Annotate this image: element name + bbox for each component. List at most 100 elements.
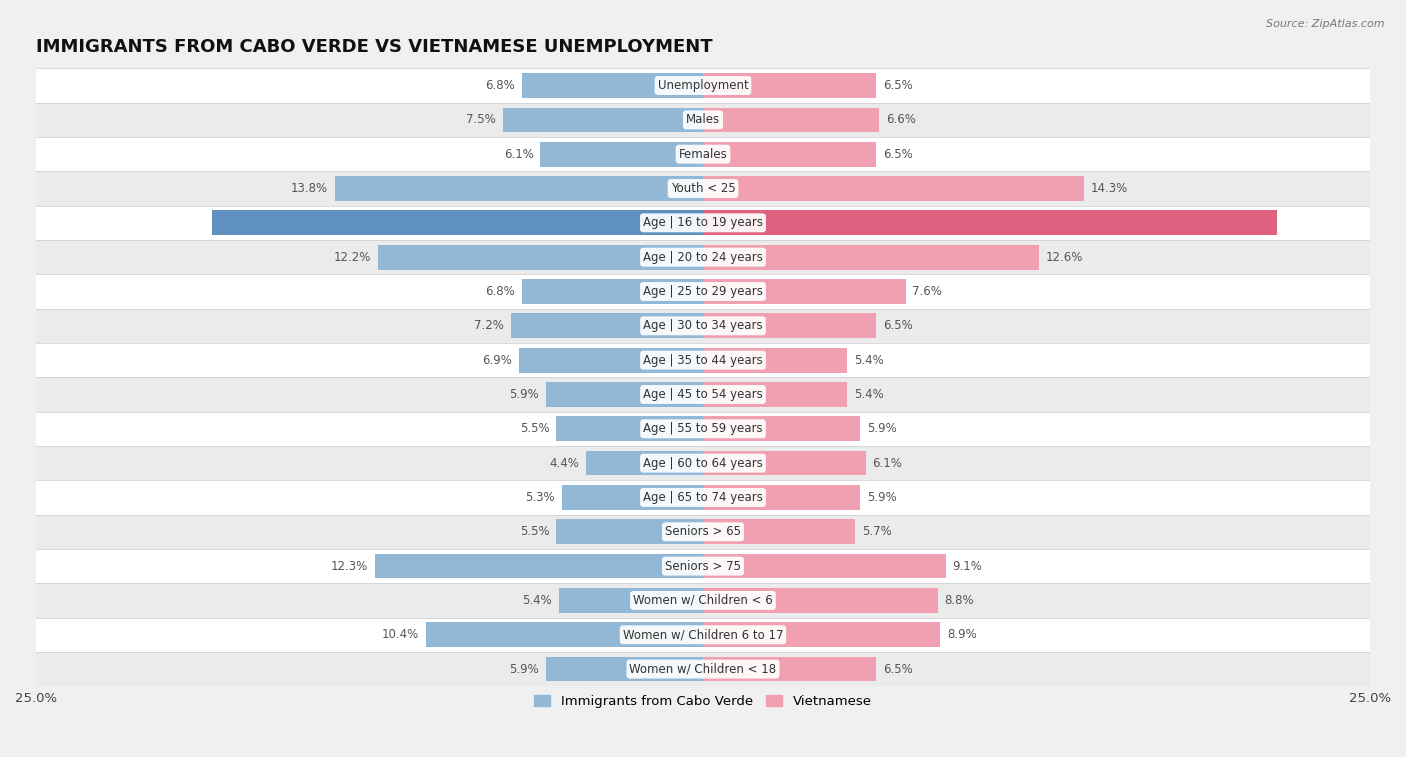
Text: Seniors > 65: Seniors > 65 (665, 525, 741, 538)
Bar (37, 549, 1369, 584)
Bar (557, 416, 703, 441)
Bar (37, 171, 1369, 206)
Text: Unemployment: Unemployment (658, 79, 748, 92)
Bar (510, 313, 703, 338)
Bar (703, 416, 860, 441)
Text: 5.5%: 5.5% (520, 422, 550, 435)
Text: 14.3%: 14.3% (1091, 182, 1129, 195)
Text: Age | 65 to 74 years: Age | 65 to 74 years (643, 491, 763, 504)
Text: 6.8%: 6.8% (485, 285, 515, 298)
Bar (703, 588, 938, 613)
Bar (503, 107, 703, 132)
Text: 6.5%: 6.5% (883, 662, 912, 675)
Bar (557, 519, 703, 544)
Bar (519, 347, 703, 372)
Text: Age | 25 to 29 years: Age | 25 to 29 years (643, 285, 763, 298)
Text: 12.3%: 12.3% (330, 559, 368, 572)
Text: 5.9%: 5.9% (868, 422, 897, 435)
Bar (703, 176, 1084, 201)
Bar (37, 584, 1369, 618)
Bar (703, 142, 876, 167)
Text: 5.9%: 5.9% (509, 662, 538, 675)
Bar (522, 73, 703, 98)
Legend: Immigrants from Cabo Verde, Vietnamese: Immigrants from Cabo Verde, Vietnamese (529, 690, 877, 714)
Bar (540, 142, 703, 167)
Bar (37, 206, 1369, 240)
Bar (703, 245, 1039, 269)
Bar (37, 68, 1369, 103)
Bar (37, 618, 1369, 652)
Text: Source: ZipAtlas.com: Source: ZipAtlas.com (1267, 19, 1385, 29)
Text: Women w/ Children 6 to 17: Women w/ Children 6 to 17 (623, 628, 783, 641)
Text: Age | 20 to 24 years: Age | 20 to 24 years (643, 251, 763, 263)
Text: Women w/ Children < 6: Women w/ Children < 6 (633, 594, 773, 607)
Bar (703, 519, 855, 544)
Bar (37, 137, 1369, 171)
Bar (546, 382, 703, 407)
Text: 5.9%: 5.9% (868, 491, 897, 504)
Bar (561, 485, 703, 509)
Bar (37, 515, 1369, 549)
Text: 12.2%: 12.2% (333, 251, 371, 263)
Text: Seniors > 75: Seniors > 75 (665, 559, 741, 572)
Text: 5.9%: 5.9% (509, 388, 538, 401)
Text: 7.5%: 7.5% (467, 114, 496, 126)
Text: Age | 35 to 44 years: Age | 35 to 44 years (643, 354, 763, 366)
Bar (426, 622, 703, 647)
Text: 18.4%: 18.4% (169, 217, 205, 229)
Text: 6.5%: 6.5% (883, 79, 912, 92)
Text: 5.4%: 5.4% (853, 354, 883, 366)
Bar (37, 343, 1369, 377)
Text: 6.6%: 6.6% (886, 114, 915, 126)
Text: 6.5%: 6.5% (883, 319, 912, 332)
Text: 6.9%: 6.9% (482, 354, 512, 366)
Text: 9.1%: 9.1% (952, 559, 983, 572)
Text: 10.4%: 10.4% (381, 628, 419, 641)
Text: Age | 55 to 59 years: Age | 55 to 59 years (643, 422, 763, 435)
Bar (37, 274, 1369, 309)
Bar (703, 382, 846, 407)
Bar (703, 279, 905, 304)
Text: 7.6%: 7.6% (912, 285, 942, 298)
Bar (703, 313, 876, 338)
Bar (703, 210, 1277, 235)
Text: 12.6%: 12.6% (1046, 251, 1083, 263)
Text: 5.5%: 5.5% (520, 525, 550, 538)
Bar (212, 210, 703, 235)
Text: 5.3%: 5.3% (526, 491, 555, 504)
Bar (560, 588, 703, 613)
Bar (37, 103, 1369, 137)
Text: Females: Females (679, 148, 727, 160)
Bar (703, 622, 941, 647)
Text: 6.5%: 6.5% (883, 148, 912, 160)
Bar (37, 240, 1369, 274)
Text: 13.8%: 13.8% (291, 182, 328, 195)
Bar (703, 485, 860, 509)
Text: Age | 60 to 64 years: Age | 60 to 64 years (643, 456, 763, 469)
Bar (703, 73, 876, 98)
Text: 5.4%: 5.4% (523, 594, 553, 607)
Text: Age | 16 to 19 years: Age | 16 to 19 years (643, 217, 763, 229)
Text: 6.8%: 6.8% (485, 79, 515, 92)
Text: Males: Males (686, 114, 720, 126)
Text: 8.8%: 8.8% (945, 594, 974, 607)
Bar (703, 657, 876, 681)
Bar (37, 480, 1369, 515)
Bar (375, 554, 703, 578)
Text: Women w/ Children < 18: Women w/ Children < 18 (630, 662, 776, 675)
Text: 5.4%: 5.4% (853, 388, 883, 401)
Bar (703, 347, 846, 372)
Text: Age | 45 to 54 years: Age | 45 to 54 years (643, 388, 763, 401)
Bar (703, 107, 879, 132)
Bar (703, 450, 866, 475)
Bar (37, 309, 1369, 343)
Bar (37, 652, 1369, 687)
Text: 5.7%: 5.7% (862, 525, 891, 538)
Text: 6.1%: 6.1% (872, 456, 903, 469)
Text: 8.9%: 8.9% (948, 628, 977, 641)
Bar (546, 657, 703, 681)
Bar (522, 279, 703, 304)
Text: 21.5%: 21.5% (1284, 217, 1320, 229)
Text: 7.2%: 7.2% (474, 319, 505, 332)
Text: Youth < 25: Youth < 25 (671, 182, 735, 195)
